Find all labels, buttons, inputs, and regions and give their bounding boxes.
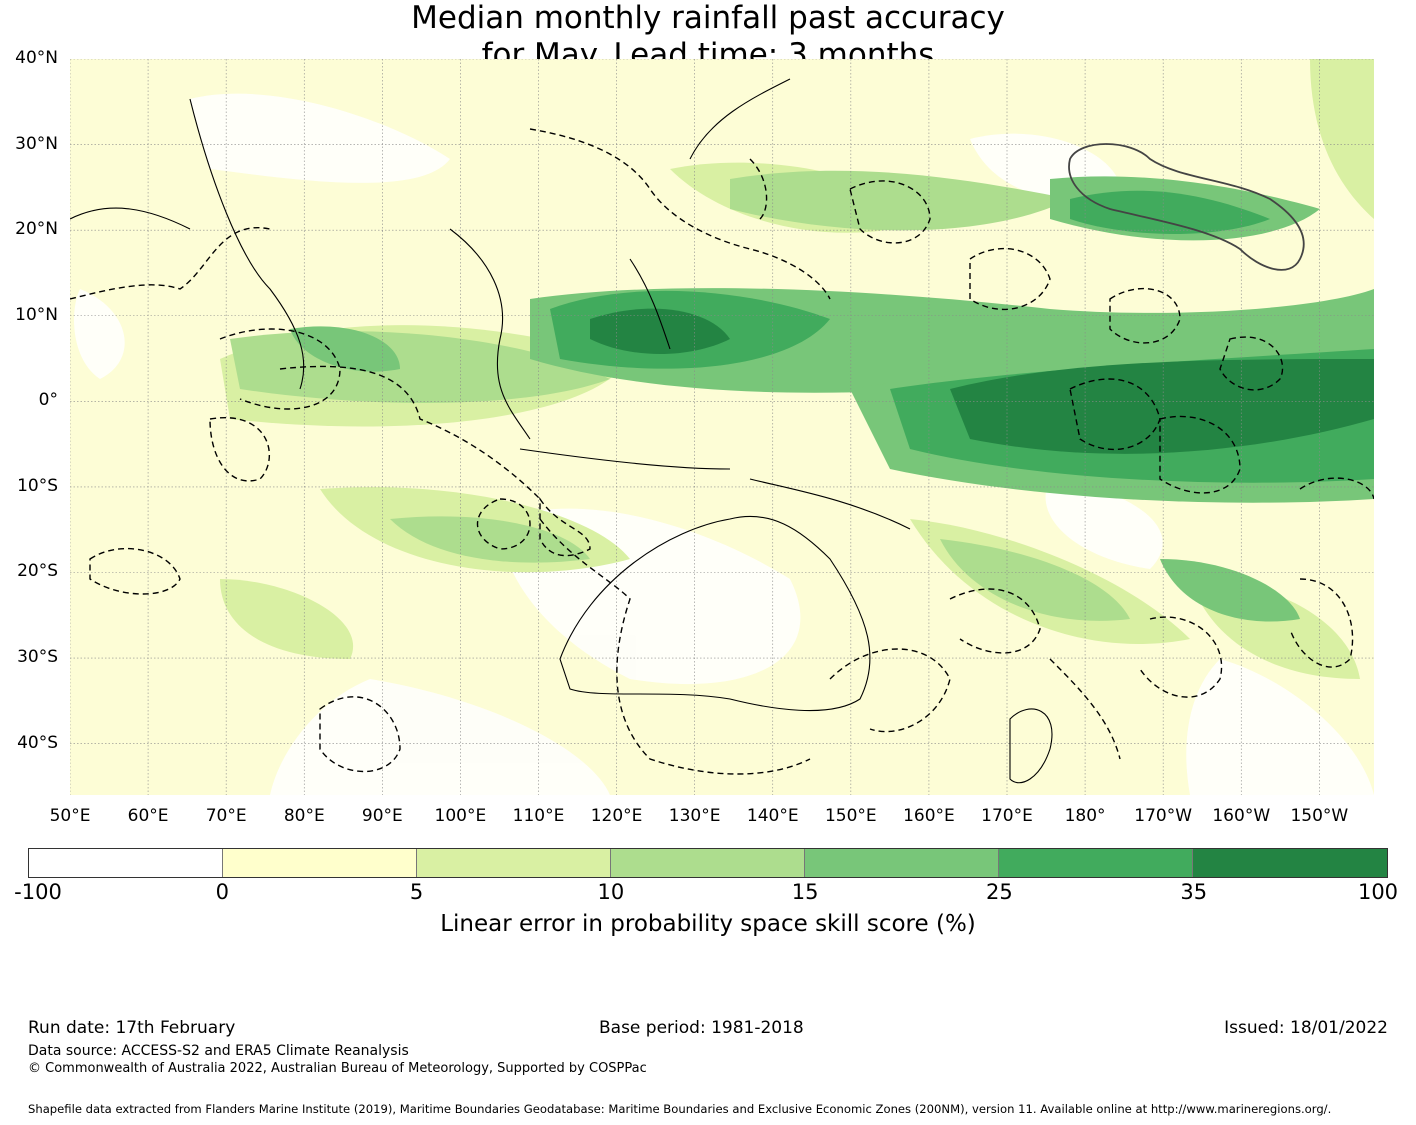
colorbar-tick-label: 15 — [791, 880, 819, 904]
issued-date: Issued: 18/01/2022 — [1224, 1018, 1388, 1038]
lon-label: 70°E — [205, 806, 247, 826]
lon-label: 90°E — [361, 806, 403, 826]
graticule — [70, 59, 1374, 795]
base-period: Base period: 1981-2018 — [599, 1018, 804, 1038]
lon-label: 110°E — [512, 806, 565, 826]
colorbar-segment — [223, 849, 417, 877]
skill-score-map — [70, 59, 1374, 795]
colorbar-segment — [29, 849, 223, 877]
colorbar-segment — [805, 849, 999, 877]
lon-label: 160°E — [903, 806, 955, 826]
data-source: Data source: ACCESS-S2 and ERA5 Climate … — [28, 1043, 409, 1059]
colorbar — [28, 848, 1388, 878]
lon-label: 120°E — [590, 806, 643, 826]
colorbar-segment — [999, 849, 1193, 877]
colorbar-tick-label: 5 — [409, 880, 424, 904]
lat-label: 20°S — [17, 561, 58, 582]
colorbar-tick-label: 25 — [986, 880, 1013, 904]
lat-label: 0° — [38, 390, 58, 411]
colorbar-tick-label: -100 — [14, 880, 62, 904]
lon-label: 130°E — [668, 806, 721, 826]
colorbar-segment — [1193, 849, 1387, 877]
colorbar-segment — [417, 849, 611, 877]
colorbar-tick-label: 100 — [1357, 880, 1399, 904]
copyright-notice: © Commonwealth of Australia 2022, Austra… — [28, 1061, 647, 1076]
lon-label: 50°E — [49, 806, 91, 826]
skill-35-100 — [590, 308, 1374, 454]
coastlines — [70, 78, 1053, 784]
hawaii-eez-outline — [1068, 143, 1305, 271]
lon-label: 60°E — [127, 806, 169, 826]
lon-label: 160°W — [1212, 806, 1271, 826]
colorbar-segment — [611, 849, 805, 877]
lat-label: 30°N — [15, 133, 58, 154]
lon-label: 140°E — [746, 806, 799, 826]
lat-label: 40°S — [17, 732, 58, 753]
lon-label: 150°W — [1290, 806, 1349, 826]
lon-label: 150°E — [824, 806, 877, 826]
colorbar-tick-label: 35 — [1180, 880, 1208, 904]
lat-label: 30°S — [17, 647, 58, 668]
lat-label: 10°S — [17, 475, 58, 496]
lat-label: 40°N — [15, 48, 58, 68]
lon-label: 170°W — [1134, 806, 1193, 826]
colorbar-tick-label: 10 — [597, 880, 625, 904]
run-date: Run date: 17th February — [28, 1018, 236, 1038]
map-title-line-1: Median monthly rainfall past accuracy — [411, 0, 1005, 36]
lon-label: 100°E — [434, 806, 487, 826]
lon-label: 180° — [1064, 806, 1106, 826]
shapefile-credit: Shapefile data extracted from Flanders M… — [28, 1102, 1332, 1116]
lat-label: 10°N — [15, 304, 58, 325]
colorbar-tick-label: 0 — [215, 880, 229, 904]
lat-label: 20°N — [15, 219, 58, 240]
eez-boundaries — [70, 128, 1374, 775]
lon-label: 170°E — [981, 806, 1033, 826]
colorbar-label: Linear error in probability space skill … — [440, 911, 976, 937]
lon-label: 80°E — [283, 806, 325, 826]
